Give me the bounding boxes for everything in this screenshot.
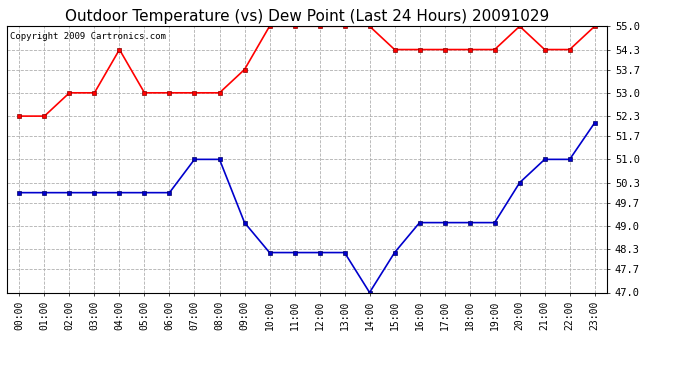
Title: Outdoor Temperature (vs) Dew Point (Last 24 Hours) 20091029: Outdoor Temperature (vs) Dew Point (Last…: [65, 9, 549, 24]
Text: Copyright 2009 Cartronics.com: Copyright 2009 Cartronics.com: [10, 32, 166, 40]
